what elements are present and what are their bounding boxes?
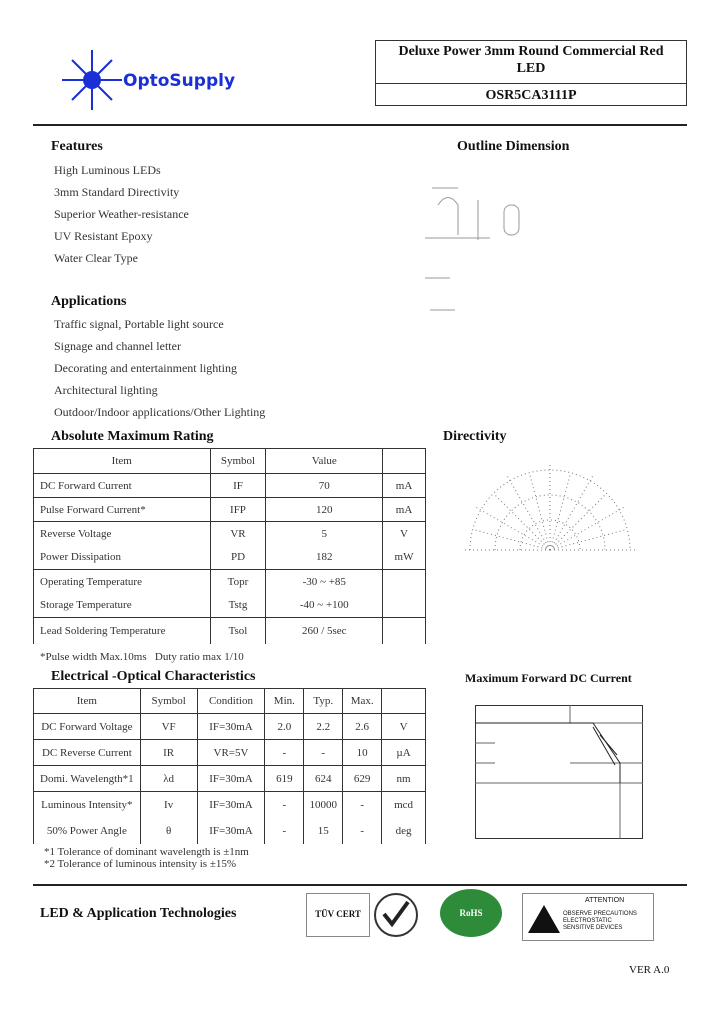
directivity-gridline (549, 505, 627, 551)
amr-heading: Absolute Maximum Rating (51, 429, 214, 444)
esd-attention-box: ATTENTION OBSERVE PRECAUTIONS ELECTROSTA… (522, 893, 654, 941)
feature-item: Water Clear Type (54, 251, 138, 265)
application-item: Architectural lighting (54, 383, 158, 397)
application-item: Decorating and entertainment lighting (54, 361, 237, 375)
table-row: DC Reverse Current IR VR=5V - -10 µA (33, 739, 426, 766)
table-row: Lead Soldering Temperature Tsol 260 / 5sec (33, 617, 426, 644)
directivity-gridline (549, 473, 595, 551)
directivity-gridline (473, 505, 551, 551)
feature-item: Superior Weather-resistance (54, 207, 189, 221)
table-header-row: Item Symbol Value (33, 448, 426, 474)
table-row: Luminous Intensity* Iv IF=30mA -10000- mcd (33, 791, 426, 818)
quality-check-logo (374, 893, 418, 937)
directivity-arc (469, 469, 631, 551)
brand-name: OptoSupply (123, 71, 236, 91)
directivity-arc (519, 519, 581, 551)
version-label: VER A.0 (629, 964, 670, 976)
table-row: 50% Power Angle θ IF=30mA -15- deg (33, 817, 426, 844)
outline-heading: Outline Dimension (457, 139, 570, 154)
feature-item: High Luminous LEDs (54, 163, 161, 177)
footer-tagline: LED & Application Technologies (40, 906, 237, 921)
features-list: High Luminous LEDs 3mm Standard Directiv… (54, 163, 189, 273)
title-box: Deluxe Power 3mm Round Commercial Red LE… (375, 40, 687, 106)
mfdc-heading: Maximum Forward DC Current (465, 671, 632, 685)
part-number: OSR5CA3111P (485, 88, 577, 103)
eoc-note-1: *1 Tolerance of dominant wavelength is ±… (44, 846, 249, 858)
directivity-diagram (462, 462, 638, 551)
eoc-note-2: *2 Tolerance of luminous intensity is ±1… (44, 858, 237, 870)
feature-item: UV Resistant Epoxy (54, 229, 153, 243)
directivity-gridline (549, 528, 628, 551)
directivity-gridline (505, 473, 551, 551)
table-row: Pulse Forward Current* IFP 120 mA (33, 497, 426, 522)
table-row: DC Forward Current IF 70 mA (33, 473, 426, 498)
amr-note: *Pulse width Max.10ms Duty ratio max 1/1… (40, 651, 244, 663)
table-row: Reverse Voltage VR 5 V (33, 521, 426, 546)
table-row: Domi. Wavelength*1 λd IF=30mA 619 624 629 nm (33, 765, 426, 792)
directivity-heading: Directivity (443, 429, 507, 444)
rohs-logo: RoHS Compliant (440, 889, 502, 966)
divider (33, 124, 687, 126)
application-item: Outdoor/Indoor applications/Other Lighti… (54, 405, 266, 419)
directivity-gridline (472, 528, 551, 551)
product-title: Deluxe Power 3mm Round Commercial Red LE… (376, 41, 686, 84)
brand-logo (62, 50, 122, 115)
esd-warning-icon (528, 905, 560, 933)
directivity-gridline (549, 493, 607, 551)
eoc-heading: Electrical -Optical Characteristics (51, 669, 256, 684)
amr-table: Item Symbol Value DC Forward Current IF 70 mA… (33, 448, 426, 644)
features-heading: Features (51, 139, 103, 154)
directivity-arc (494, 494, 606, 551)
applications-heading: Applications (51, 294, 127, 309)
application-item: Signage and channel letter (54, 339, 181, 353)
footer-divider (33, 884, 687, 886)
outline-drawing (425, 187, 520, 311)
mfdc-chart (475, 705, 643, 839)
directivity-gridline (528, 472, 551, 551)
table-row: Power Dissipation PD 182 mW (33, 545, 426, 570)
eoc-table: Item Symbol Condition Min. Typ. Max. DC Forwar… (33, 688, 426, 844)
table-row: Storage Temperature Tstg -40 ~ +100 (33, 593, 426, 618)
table-row: DC Forward Voltage VF IF=30mA 2.0 2.2 2.6 V (33, 713, 426, 740)
table-header-row: Item Symbol Condition Min. Typ. Max. (33, 688, 426, 714)
tuv-logo: TÜV CERT (306, 893, 370, 937)
feature-item: 3mm Standard Directivity (54, 185, 180, 199)
directivity-gridline (549, 472, 572, 551)
table-row: Operating Temperature Topr -30 ~ +85 (33, 569, 426, 594)
application-item: Traffic signal, Portable light source (54, 317, 224, 331)
applications-list: Traffic signal, Portable light source Si… (54, 317, 265, 427)
star-logo-icon (62, 50, 122, 110)
directivity-gridline (493, 493, 551, 551)
